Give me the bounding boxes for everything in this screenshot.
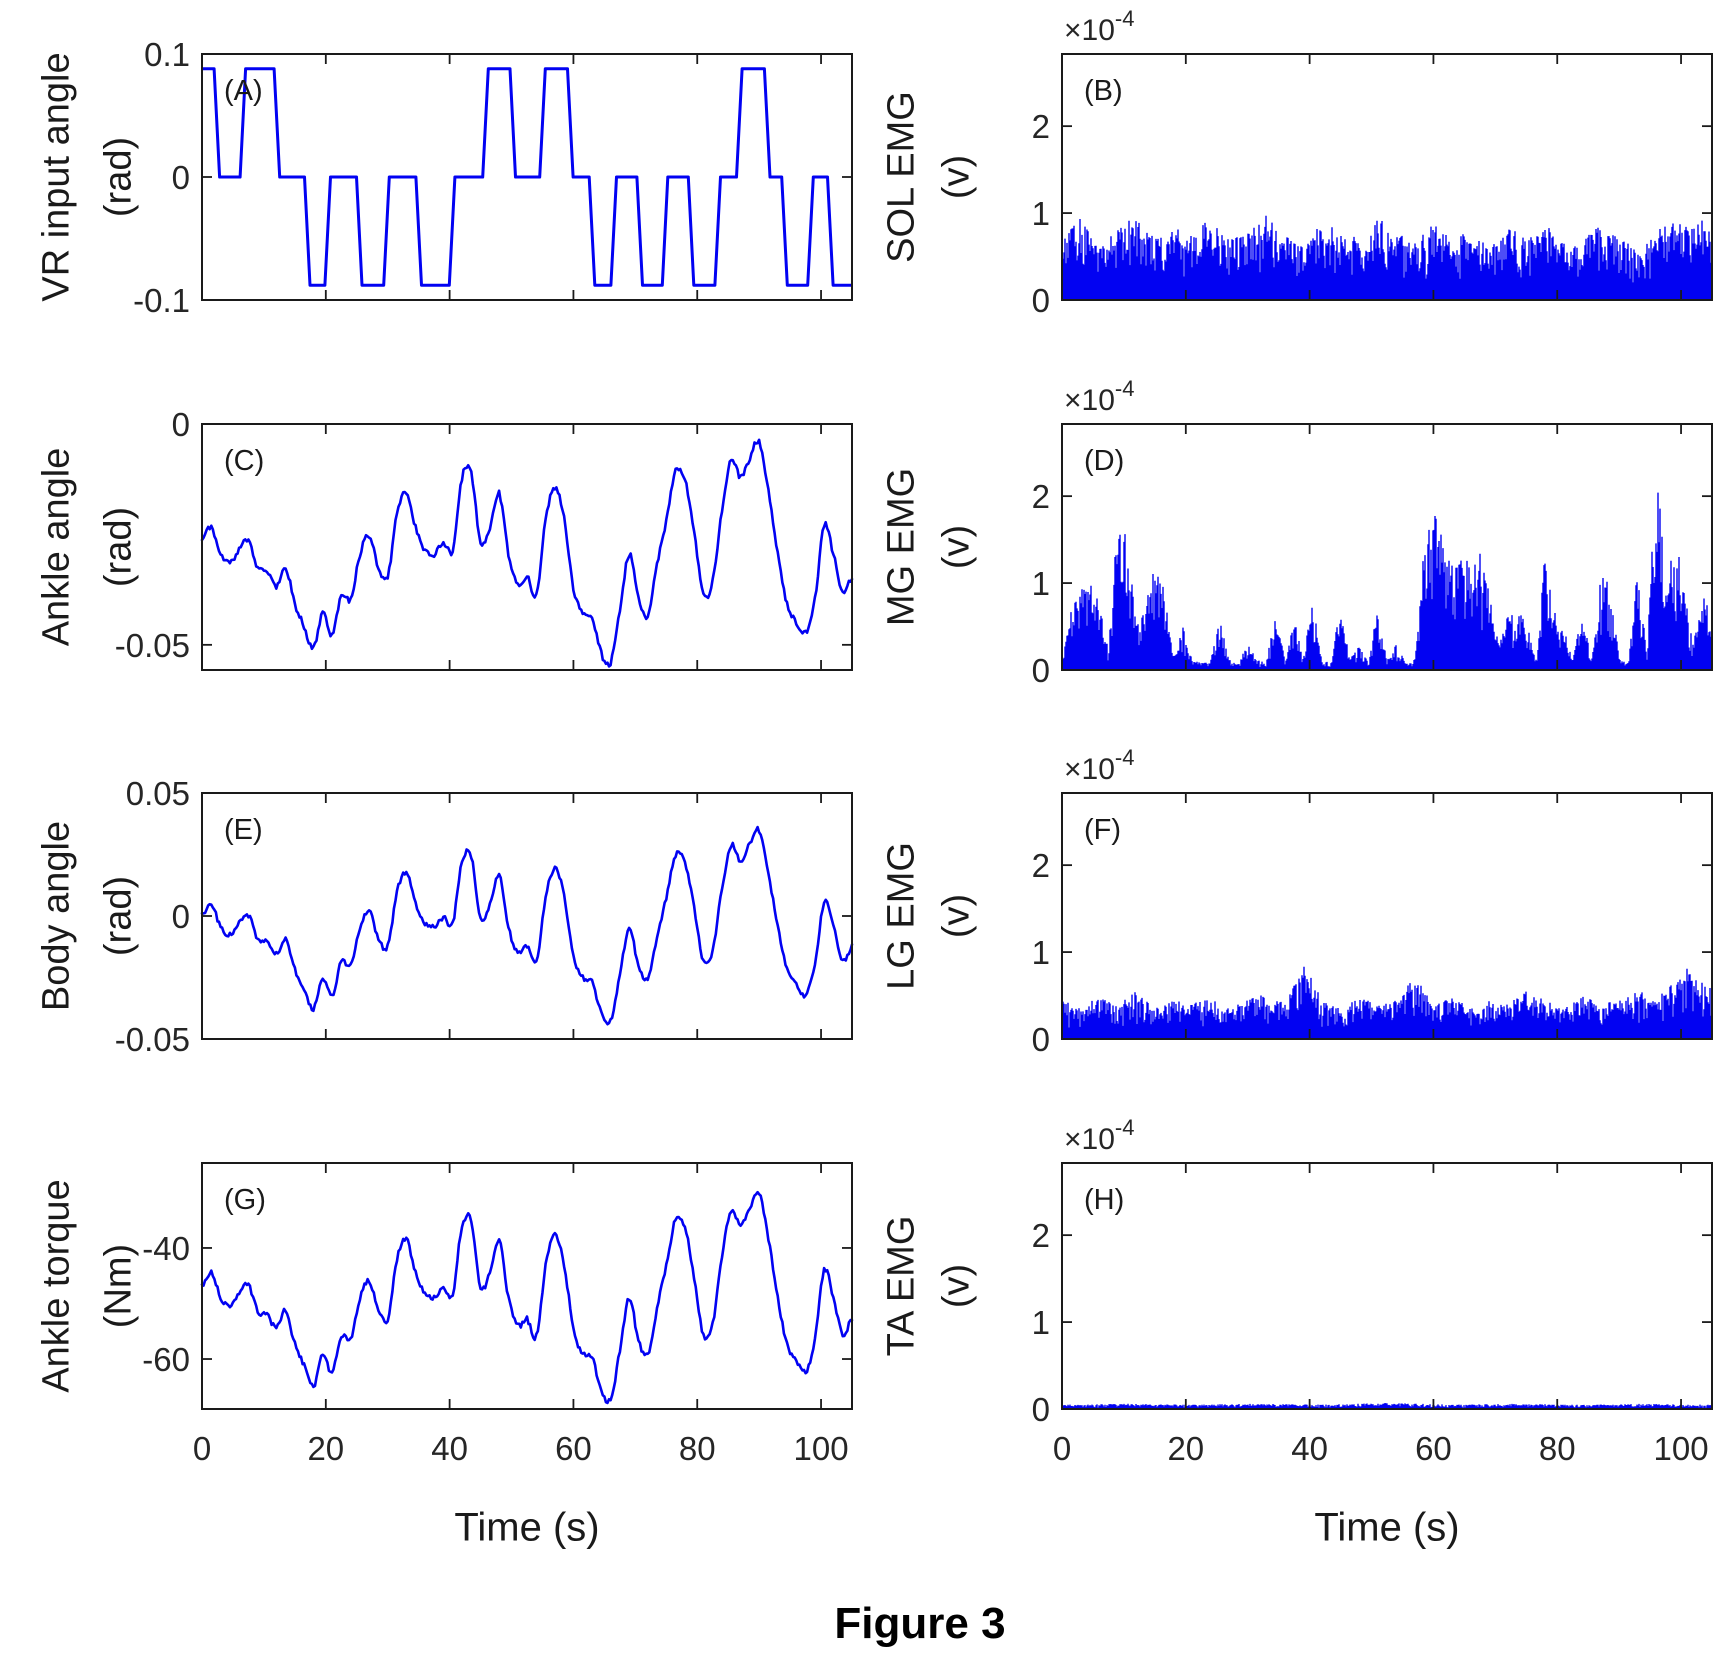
y-axis-label-ankle-angle: Ankle angle bbox=[35, 447, 78, 647]
svg-text:2: 2 bbox=[1032, 847, 1050, 884]
svg-text:0: 0 bbox=[172, 406, 190, 443]
svg-text:0: 0 bbox=[172, 898, 190, 935]
svg-text:(A): (A) bbox=[224, 75, 263, 107]
svg-text:0: 0 bbox=[1053, 1430, 1071, 1467]
y-axis-label-vr-input-angle: VR input angle bbox=[35, 52, 78, 302]
y-axis-label-body-angle-unit: (rad) bbox=[97, 875, 140, 957]
svg-text:20: 20 bbox=[307, 1430, 344, 1467]
svg-text:0: 0 bbox=[1032, 282, 1050, 319]
svg-text:20: 20 bbox=[1167, 1430, 1204, 1467]
svg-text:0: 0 bbox=[1032, 1391, 1050, 1428]
svg-text:×10-4: ×10-4 bbox=[1064, 1115, 1134, 1156]
y-axis-label-body-angle: Body angle bbox=[35, 820, 78, 1012]
svg-text:2: 2 bbox=[1032, 478, 1050, 515]
svg-text:40: 40 bbox=[431, 1430, 468, 1467]
svg-text:-0.1: -0.1 bbox=[133, 282, 190, 319]
svg-text:(F): (F) bbox=[1084, 814, 1121, 846]
svg-text:1: 1 bbox=[1032, 195, 1050, 232]
svg-text:0.1: 0.1 bbox=[144, 36, 190, 73]
y-axis-label-ankle-torque: Ankle torque bbox=[35, 1179, 78, 1393]
y-axis-label-sol-emg-unit: (v) bbox=[935, 154, 978, 200]
svg-text:40: 40 bbox=[1291, 1430, 1328, 1467]
svg-text:×10-4: ×10-4 bbox=[1064, 745, 1134, 786]
svg-text:(H): (H) bbox=[1084, 1184, 1124, 1216]
y-axis-label-vr-input-angle-unit: (rad) bbox=[97, 136, 140, 218]
svg-text:0.05: 0.05 bbox=[126, 775, 190, 812]
y-axis-label-ta-emg: TA EMG bbox=[880, 1215, 923, 1357]
svg-text:100: 100 bbox=[794, 1430, 849, 1467]
svg-text:2: 2 bbox=[1032, 1217, 1050, 1254]
y-axis-label-mg-emg-unit: (v) bbox=[935, 524, 978, 570]
svg-text:(C): (C) bbox=[224, 445, 264, 477]
figure-caption: Figure 3 bbox=[834, 1599, 1006, 1648]
svg-text:-0.05: -0.05 bbox=[115, 627, 190, 664]
svg-text:×10-4: ×10-4 bbox=[1064, 376, 1134, 417]
svg-text:×10-4: ×10-4 bbox=[1064, 6, 1134, 47]
svg-text:0: 0 bbox=[193, 1430, 211, 1467]
svg-text:(B): (B) bbox=[1084, 75, 1123, 107]
svg-text:-60: -60 bbox=[142, 1341, 190, 1378]
svg-text:(E): (E) bbox=[224, 814, 263, 846]
x-axis-label-right: Time (s) bbox=[1314, 1505, 1460, 1550]
svg-text:100: 100 bbox=[1654, 1430, 1709, 1467]
svg-text:(D): (D) bbox=[1084, 445, 1124, 477]
svg-text:80: 80 bbox=[679, 1430, 716, 1467]
svg-text:(G): (G) bbox=[224, 1184, 266, 1216]
svg-text:1: 1 bbox=[1032, 565, 1050, 602]
svg-text:1: 1 bbox=[1032, 1304, 1050, 1341]
y-axis-label-mg-emg: MG EMG bbox=[880, 467, 923, 627]
y-axis-label-ankle-torque-unit: (Nm) bbox=[97, 1243, 140, 1329]
svg-text:60: 60 bbox=[1415, 1430, 1452, 1467]
svg-text:0: 0 bbox=[172, 159, 190, 196]
y-axis-label-lg-emg-unit: (v) bbox=[935, 893, 978, 939]
svg-text:0: 0 bbox=[1032, 652, 1050, 689]
svg-text:80: 80 bbox=[1539, 1430, 1576, 1467]
x-axis-label-left: Time (s) bbox=[454, 1505, 600, 1550]
svg-text:-0.05: -0.05 bbox=[115, 1021, 190, 1058]
svg-text:0: 0 bbox=[1032, 1021, 1050, 1058]
y-axis-label-ankle-angle-unit: (rad) bbox=[97, 506, 140, 588]
svg-text:2: 2 bbox=[1032, 108, 1050, 145]
svg-text:1: 1 bbox=[1032, 934, 1050, 971]
y-axis-label-ta-emg-unit: (v) bbox=[935, 1263, 978, 1309]
svg-text:-40: -40 bbox=[142, 1230, 190, 1267]
svg-text:60: 60 bbox=[555, 1430, 592, 1467]
y-axis-label-sol-emg: SOL EMG bbox=[880, 91, 923, 263]
y-axis-label-lg-emg: LG EMG bbox=[880, 842, 923, 990]
